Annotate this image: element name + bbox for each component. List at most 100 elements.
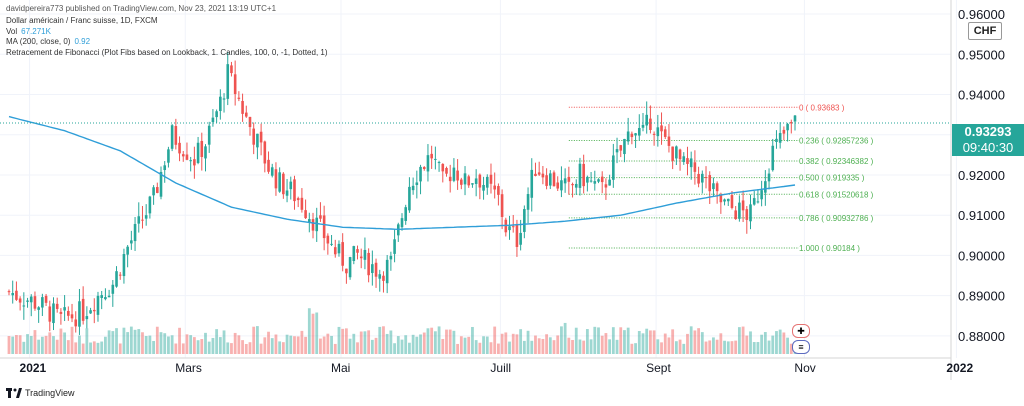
footer[interactable]: TradingView	[6, 388, 75, 398]
candle-body	[148, 196, 152, 214]
price-axis-label: 0.92000	[958, 168, 1005, 183]
candle-body	[363, 249, 367, 260]
volume-bar	[163, 333, 167, 354]
volume-bar	[585, 329, 589, 354]
volume-bar	[196, 340, 200, 354]
candle-body	[11, 292, 15, 296]
candle-body	[244, 112, 248, 117]
candle-body	[156, 187, 159, 193]
candle-body	[778, 133, 782, 143]
candle-body	[393, 239, 396, 254]
event-flag-icon[interactable]: ✚	[792, 324, 810, 338]
candle-body	[452, 167, 456, 181]
volume-bar	[270, 338, 274, 354]
volume-bar	[786, 337, 789, 354]
candle-body	[712, 183, 715, 190]
volume-bar	[441, 338, 445, 354]
candle-body	[270, 167, 274, 176]
price-axis[interactable]: 0.960000.950000.940000.930000.920000.910…	[958, 7, 1005, 344]
volume-bar	[259, 343, 263, 354]
volume-bar	[85, 328, 89, 354]
candle-body	[719, 195, 723, 203]
candle-body	[478, 174, 482, 188]
volume-bar	[81, 343, 85, 354]
candle-body	[704, 177, 708, 179]
candle-body	[341, 242, 344, 266]
candle-body	[118, 274, 122, 276]
candle-body	[371, 264, 374, 274]
candle-body	[204, 146, 207, 159]
volume-bar	[337, 326, 341, 354]
volume-bar	[734, 340, 738, 354]
volume-bar	[508, 341, 511, 354]
volume-bar	[218, 337, 222, 354]
volume-bar	[326, 333, 330, 354]
volume-bar	[148, 335, 152, 354]
volume-bar	[278, 341, 282, 354]
candle-body	[285, 190, 289, 196]
volume-legend[interactable]: Vol 67.271K	[6, 27, 328, 38]
volume-bar	[515, 334, 519, 354]
currency-badge[interactable]: CHF	[968, 22, 1002, 40]
volume-bar	[656, 339, 660, 354]
volume-bar	[37, 339, 41, 354]
volume-bar	[52, 336, 55, 354]
candle-body	[374, 262, 378, 277]
volume-bar	[630, 343, 634, 354]
volume-bar	[478, 342, 482, 354]
candle-body	[256, 133, 259, 148]
fib-legend[interactable]: Retracement de Fibonacci (Plot Fibs base…	[6, 47, 328, 57]
candle-body	[764, 181, 767, 193]
candle-body	[289, 181, 293, 190]
candle-body	[400, 218, 404, 228]
volume-bar	[511, 333, 515, 354]
volume-bar	[730, 341, 734, 354]
candle-body	[675, 146, 678, 159]
ma-legend[interactable]: MA (200, close, 0) 0.92	[6, 37, 328, 48]
fibonacci-retracement: 0 ( 0.93683 ) 0.236 ( 0.92857236 ) 0.382 (…	[568, 103, 874, 253]
candle-body	[52, 303, 55, 324]
candle-body	[104, 297, 107, 300]
candle-body	[296, 198, 300, 201]
volume-bar	[619, 327, 623, 354]
candle-body	[667, 136, 671, 146]
candlesticks	[7, 51, 797, 335]
candle-body	[174, 126, 178, 145]
country-flag-icon[interactable]: ≡	[792, 340, 810, 354]
candle-body	[623, 138, 626, 155]
volume-bar	[48, 332, 52, 354]
candle-body	[437, 162, 441, 164]
candle-body	[304, 210, 307, 219]
candle-body	[730, 195, 734, 208]
volume-bar	[126, 332, 130, 354]
candle-body	[59, 311, 63, 314]
candle-body	[48, 306, 52, 322]
time-axis-label: Juill	[490, 361, 511, 375]
volume-bar	[537, 338, 541, 354]
candle-body	[456, 170, 459, 181]
candle-body	[193, 159, 196, 166]
volume-bar	[571, 339, 574, 354]
volume-bar	[330, 335, 333, 354]
time-axis[interactable]: 2021 Mars Mai Juill Sept Nov 2022	[20, 361, 974, 375]
candle-body	[508, 226, 511, 231]
volume-bar	[634, 343, 637, 354]
volume-bar	[263, 337, 267, 354]
candle-body	[126, 246, 129, 255]
candle-body	[497, 186, 500, 195]
candle-body	[78, 301, 81, 327]
candle-body	[415, 182, 419, 186]
candle-body	[337, 243, 341, 254]
time-axis-label: Sept	[646, 361, 671, 375]
symbol-title[interactable]: Dollar américain / Franc suisse, 1D, FXC…	[6, 16, 158, 25]
candle-body	[159, 171, 163, 197]
candle-body	[515, 223, 519, 247]
time-axis-label: Mai	[331, 361, 350, 375]
candle-body	[656, 127, 660, 137]
volume-bar	[44, 335, 48, 354]
volume-bar	[667, 337, 671, 354]
candle-body	[619, 145, 623, 151]
volume-bar	[582, 340, 586, 354]
candle-body	[471, 183, 474, 185]
